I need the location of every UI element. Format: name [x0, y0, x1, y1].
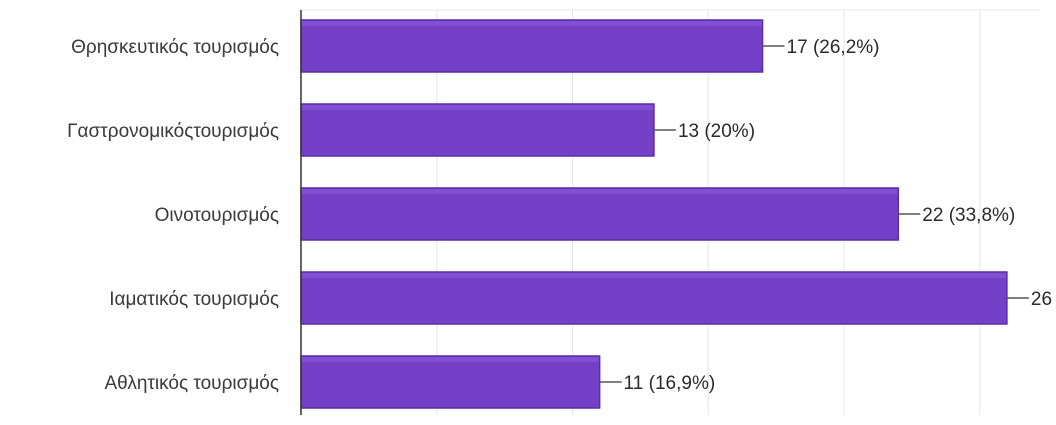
bar	[300, 103, 655, 157]
category-labels-group: Θρησκευτικός τουρισμός Γαστρονομικόςτουρι…	[67, 37, 279, 394]
bar-highlight	[302, 21, 762, 26]
bar-highlight	[302, 273, 1006, 278]
bars-group	[300, 19, 1008, 409]
bar	[300, 355, 601, 409]
category-label: Αθλητικός τουρισμός	[104, 373, 279, 394]
data-labels-group: 17 (26,2%) 13 (20%) 22 (33,8%) 26 11 (16,9%)	[624, 37, 1052, 394]
data-label: 26	[1031, 289, 1052, 310]
bar	[300, 271, 1008, 325]
bar	[300, 19, 764, 73]
bar-highlight	[302, 105, 653, 110]
data-label: 13 (20%)	[678, 121, 755, 142]
category-label: Οινοτουρισμός	[155, 205, 279, 226]
bar	[300, 187, 900, 241]
bar-highlight	[302, 189, 898, 194]
bar-highlight	[302, 357, 599, 362]
leader-lines-group	[599, 45, 1029, 383]
category-label: Γαστρονομικόςτουρισμός	[67, 121, 279, 142]
category-label: Θρησκευτικός τουρισμός	[71, 37, 279, 58]
category-label: Ιαματικός τουρισμός	[109, 289, 279, 310]
data-label: 22 (33,8%)	[922, 205, 1015, 226]
data-label: 11 (16,9%)	[624, 373, 716, 394]
data-label: 17 (26,2%)	[787, 37, 880, 58]
